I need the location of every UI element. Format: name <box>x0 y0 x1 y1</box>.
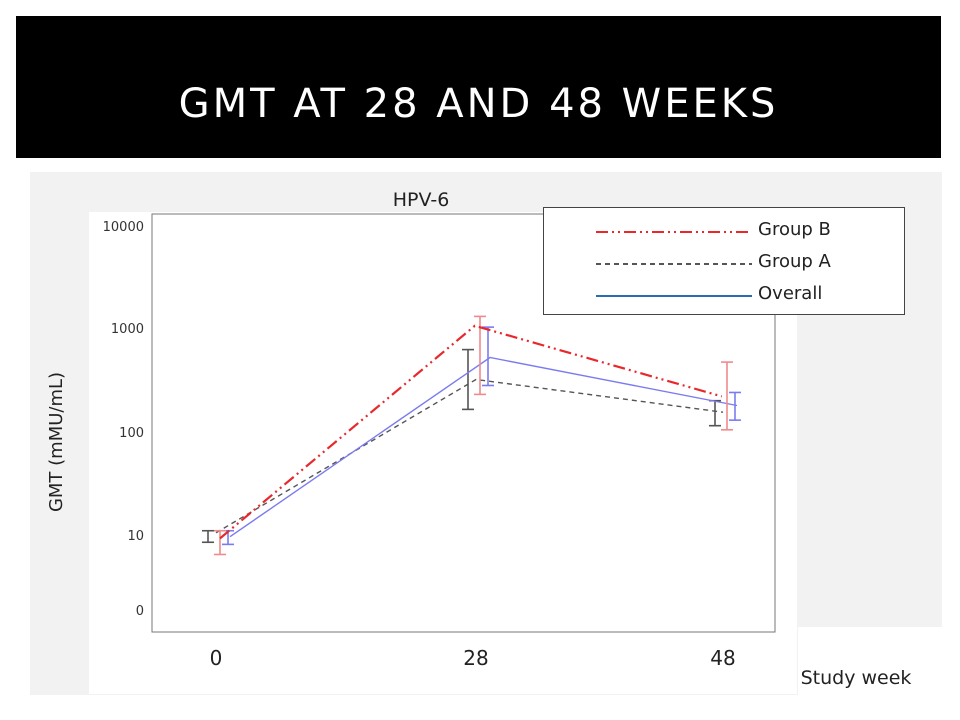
legend-swatch-group-a <box>596 263 752 265</box>
x-axis-label: Study week <box>801 667 912 689</box>
y-axis-label: GMT (mMU/mL) <box>46 372 67 512</box>
series-group-b <box>214 315 733 556</box>
legend-item-group-b: Group B <box>544 217 904 247</box>
series-overall <box>222 326 741 546</box>
legend: Group B Group A Overall <box>543 207 905 315</box>
x-tick-label-28: 28 <box>463 646 488 670</box>
legend-label-group-b: Group B <box>758 219 831 240</box>
series-line-group-b <box>219 324 723 540</box>
legend-item-overall: Overall <box>544 281 904 311</box>
series-group-a <box>202 348 724 544</box>
title-bar: GMT AT 28 AND 48 WEEKS <box>16 16 941 158</box>
slide-title: GMT AT 28 AND 48 WEEKS <box>178 81 779 127</box>
legend-item-group-a: Group A <box>544 249 904 279</box>
y-tick-label-100: 100 <box>119 426 144 441</box>
y-tick-label-1000: 1000 <box>111 322 144 337</box>
y-tick-label-10: 10 <box>127 529 144 544</box>
legend-label-overall: Overall <box>758 283 823 304</box>
legend-label-group-a: Group A <box>758 251 831 272</box>
series-layer <box>202 315 741 556</box>
x-tick-label-0: 0 <box>210 646 223 670</box>
y-tick-label-0: 0 <box>136 604 144 619</box>
legend-swatch-group-b <box>596 231 752 233</box>
x-axis-ticks: 0 28 48 <box>210 646 736 670</box>
series-line-group-a <box>215 378 724 534</box>
plot-frame <box>151 213 776 633</box>
series-line-overall <box>229 356 738 538</box>
y-axis-ticks: 0 10 100 1000 10000 <box>103 220 144 619</box>
y-tick-label-10000: 10000 <box>103 220 144 235</box>
x-tick-label-48: 48 <box>710 646 735 670</box>
chart-title: HPV-6 <box>393 189 450 211</box>
legend-swatch-overall <box>596 295 752 297</box>
